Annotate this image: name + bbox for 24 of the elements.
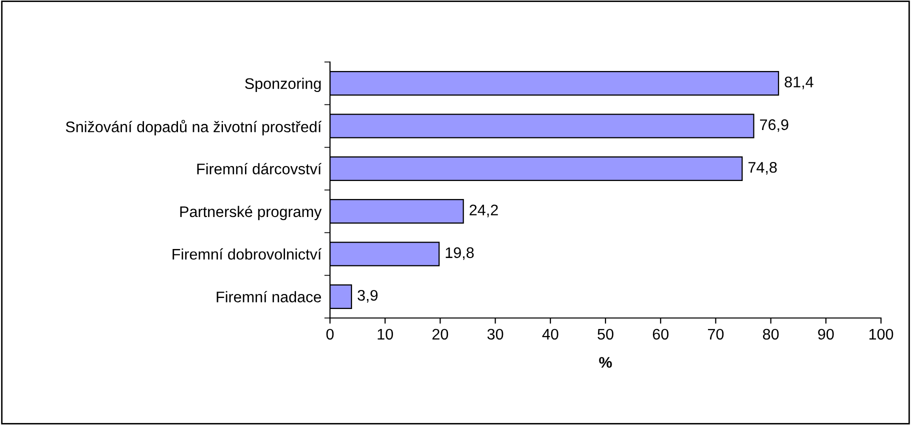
- x-tick-label: 70: [708, 328, 724, 340]
- y-tick-label: Firemní dobrovolnictví: [172, 248, 322, 260]
- data-label: 3,9: [358, 290, 378, 303]
- x-tick-label: 10: [378, 328, 393, 340]
- x-tick-label: 80: [762, 328, 779, 340]
- data-label: 74,8: [748, 162, 777, 175]
- y-tick-label: Partnerské programy: [180, 206, 322, 220]
- x-tick-label: 50: [598, 328, 614, 340]
- y-tick-label: Sponzoring: [245, 78, 321, 92]
- data-label: 24,2: [470, 204, 498, 218]
- x-tick-label: 60: [652, 328, 668, 340]
- x-tick-label: 90: [818, 328, 834, 340]
- x-tick-label: 100: [869, 328, 894, 340]
- data-label: 76,9: [760, 119, 788, 132]
- x-tick-label: 0: [326, 328, 334, 340]
- x-tick-label: 40: [542, 328, 558, 340]
- x-tick-label: 30: [487, 328, 504, 340]
- x-tick-label: 20: [432, 328, 448, 340]
- data-label: 81,4: [784, 76, 814, 90]
- data-label: 19,8: [446, 247, 474, 260]
- x-axis-title: %: [599, 356, 612, 368]
- y-tick-label: Snižování dopadů na životní prostředí: [66, 120, 322, 136]
- y-tick-label: Firemní nadace: [216, 290, 321, 302]
- y-tick-label: Firemní dárcovství: [197, 162, 322, 174]
